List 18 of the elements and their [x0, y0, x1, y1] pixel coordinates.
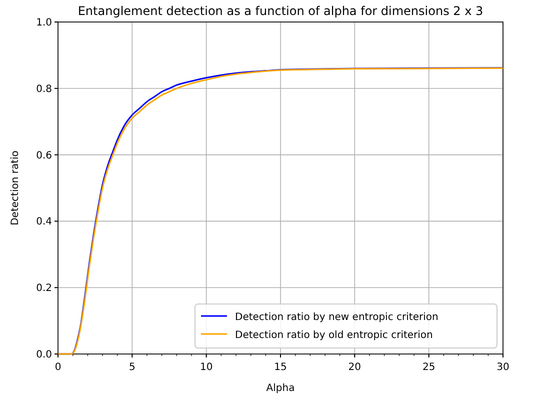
y-tick-label: 0.2 [36, 283, 52, 294]
y-tick-label: 0.0 [36, 350, 52, 360]
x-tick-label: 10 [200, 362, 213, 373]
y-tick-label: 1.0 [36, 18, 52, 28]
chart-title: Entanglement detection as a function of alpha for dimensions 2 x 3 [78, 4, 484, 18]
x-tick-label: 25 [422, 362, 436, 373]
x-tick-label: 20 [348, 362, 362, 373]
x-tick-label: 15 [274, 362, 287, 373]
y-tick-label: 0.6 [36, 150, 52, 162]
x-tick-label: 0 [54, 362, 62, 373]
legend-label: Detection ratio by old entropic criterion [235, 330, 433, 341]
x-axis-title: Alpha [266, 383, 295, 394]
y-tick-label: 0.4 [36, 216, 52, 228]
x-tick-label: 30 [496, 362, 510, 373]
legend-label: Detection ratio by new entropic criterion [235, 312, 438, 323]
x-tick-label: 5 [128, 362, 136, 373]
y-tick-label: 0.8 [36, 84, 52, 95]
y-axis-title: Detection ratio [10, 150, 21, 226]
